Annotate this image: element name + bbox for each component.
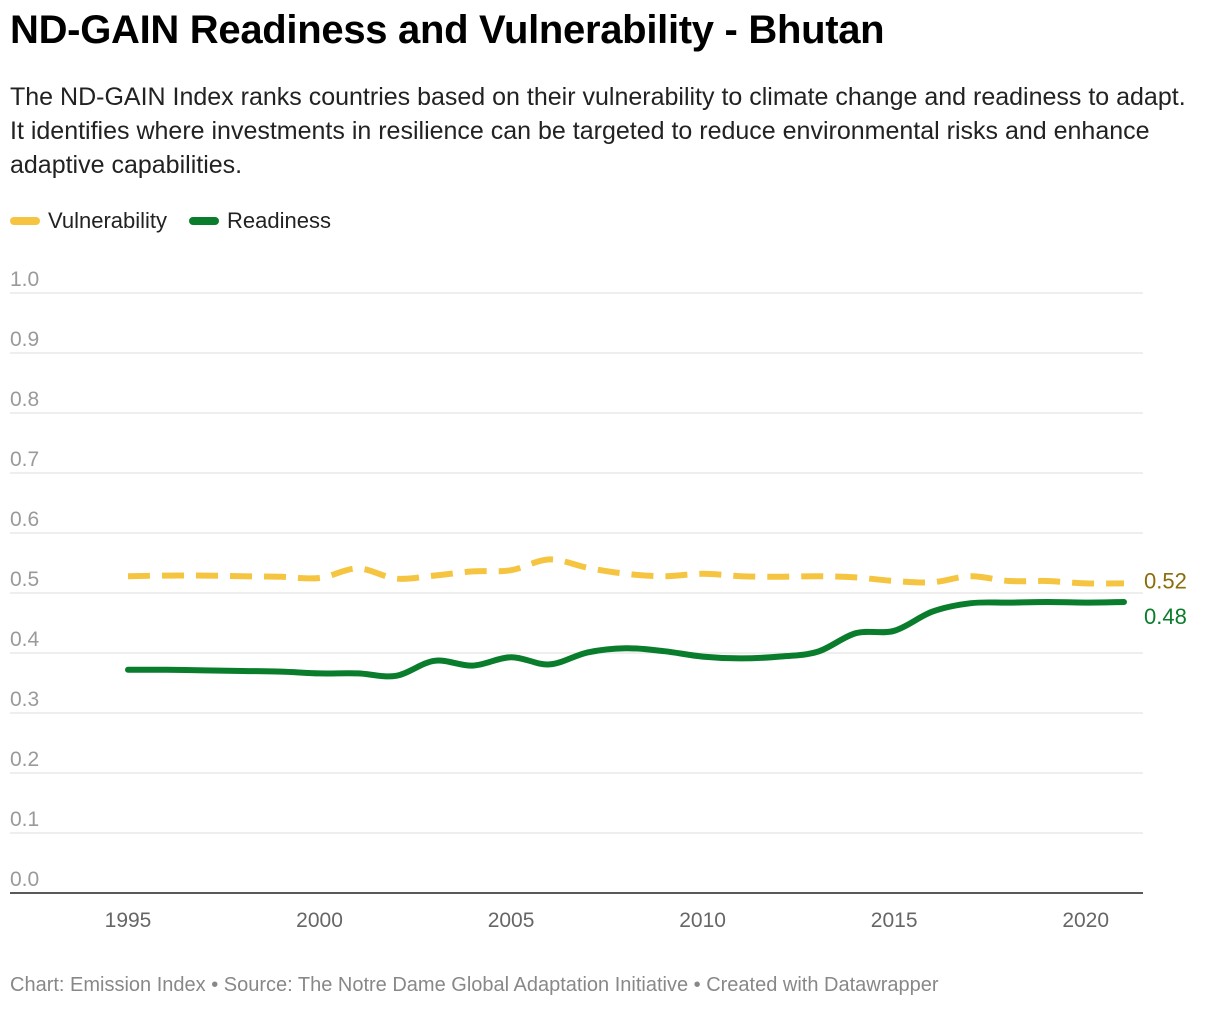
- end-label-vulnerability: 0.52: [1144, 568, 1187, 593]
- end-label-readiness: 0.48: [1144, 604, 1187, 629]
- legend-swatch-vulnerability: [10, 217, 40, 225]
- legend-swatch-readiness: [189, 217, 220, 225]
- legend-label-vulnerability: Vulnerability: [48, 208, 168, 233]
- x-tick-label: 2015: [871, 909, 918, 932]
- y-tick-label: 0.5: [10, 568, 39, 591]
- legend-item-vulnerability: Vulnerability: [10, 208, 167, 234]
- y-tick-label: 1.0: [10, 268, 39, 291]
- y-tick-label: 0.7: [10, 448, 39, 471]
- x-tick-label: 2020: [1062, 909, 1109, 932]
- y-tick-label: 0.2: [10, 748, 39, 771]
- x-tick-label: 1995: [105, 909, 152, 932]
- series-line-readiness: [125, 599, 1127, 680]
- y-tick-label: 0.1: [10, 808, 39, 831]
- y-tick-label: 0.9: [10, 328, 39, 351]
- x-tick-label: 2010: [679, 909, 726, 932]
- chart-footer: Chart: Emission Index • Source: The Notr…: [10, 974, 939, 996]
- legend-label-readiness: Readiness: [227, 208, 331, 233]
- y-tick-label: 0.6: [10, 508, 39, 531]
- x-tick-label: 2005: [488, 909, 535, 932]
- series-line-vulnerability: [127, 556, 1125, 587]
- x-tick-label: 2000: [296, 909, 343, 932]
- chart-title: ND-GAIN Readiness and Vulnerability - Bh…: [10, 8, 885, 52]
- y-tick-label: 0.3: [10, 688, 39, 711]
- y-tick-label: 0.8: [10, 388, 39, 411]
- chart-legend: Vulnerability Readiness: [10, 208, 353, 234]
- y-tick-label: 0.4: [10, 628, 40, 651]
- chart-subtitle: The ND-GAIN Index ranks countries based …: [10, 83, 1186, 179]
- line-chart: 0.0 0.1 0.2 0.3 0.4 0.5 0.6 0.7 0.8 0.9 1.0 1995 200…: [10, 268, 1187, 932]
- legend-item-readiness: Readiness: [189, 208, 331, 234]
- y-tick-label: 0.0: [10, 868, 39, 891]
